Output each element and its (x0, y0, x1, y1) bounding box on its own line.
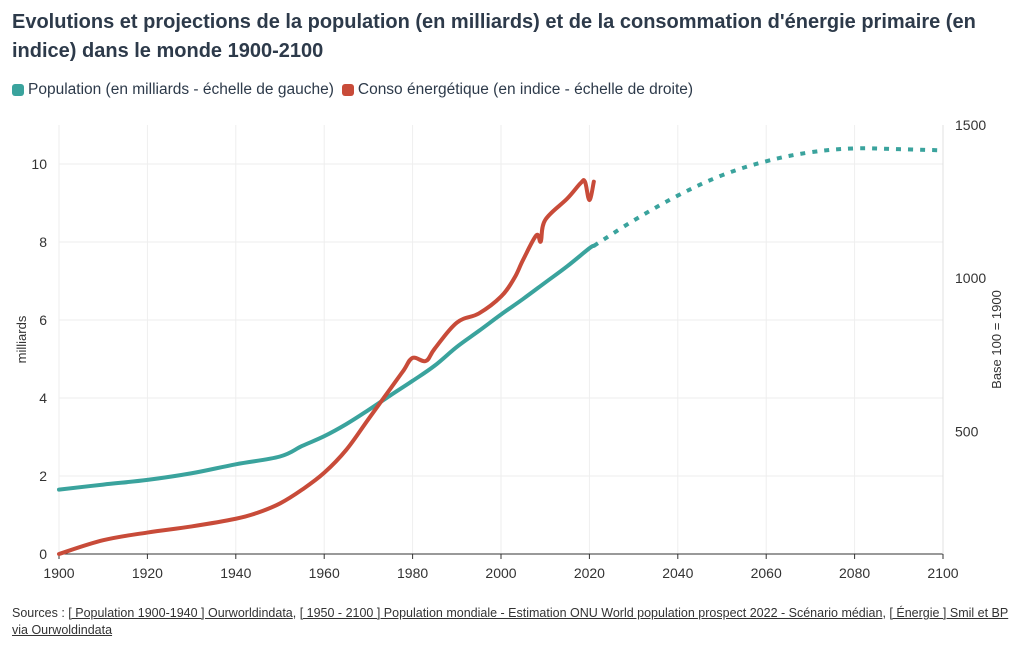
series-group (57, 146, 944, 556)
grid (58, 125, 944, 555)
chart-title: Evolutions et projections de la populati… (12, 11, 976, 62)
x-tick-label: 2040 (662, 565, 693, 581)
y-left-tick-label: 8 (39, 234, 47, 250)
sources-separator: , (882, 606, 890, 620)
x-tick-label: 2020 (574, 565, 605, 581)
x-tick-label: 2080 (839, 565, 870, 581)
axes (58, 125, 944, 559)
y-left-tick-label: 6 (39, 312, 47, 328)
y-right-axis-title: Base 100 = 1900 (989, 290, 1004, 389)
legend-label-population: Population (en milliards - échelle de ga… (28, 81, 334, 98)
y-right-tick-label: 500 (955, 423, 979, 439)
y-left-tick-label: 10 (31, 156, 47, 172)
sources-separator: , (292, 606, 300, 620)
x-tick-label: 1940 (220, 565, 251, 581)
chart-area: 1900 1920 1940 1960 1980 2000 2020 2040 2060 2080… (14, 117, 1004, 581)
source-link-population-onu[interactable]: [ 1950 - 2100 ] Population mondiale - Es… (299, 606, 883, 620)
sources-prefix: Sources : (12, 606, 69, 620)
x-tick-label: 1920 (132, 565, 163, 581)
y-left-tick-label: 4 (39, 390, 47, 406)
y-right-tick-label: 1000 (955, 270, 986, 286)
y-right-tick-label: 1500 (955, 117, 986, 133)
legend-item-population[interactable]: Population (en milliards - échelle de ga… (12, 81, 334, 99)
legend-swatch-population (12, 84, 24, 96)
source-link-population-1900-1940[interactable]: [ Population 1900-1940 ] Ourworldindata (68, 606, 293, 620)
y-left-tick-label: 0 (39, 546, 47, 562)
x-tick-label: 2100 (927, 565, 958, 581)
y-left-axis-title: milliards (14, 315, 29, 363)
legend-item-energie[interactable]: Conso énergétique (en indice - échelle d… (341, 81, 694, 99)
x-tick-label: 1960 (309, 565, 340, 581)
x-tick-label: 2000 (485, 565, 516, 581)
tick-labels: 1900 1920 1940 1960 1980 2000 2020 2040 2060 2080… (14, 117, 1004, 581)
series-line-population (57, 243, 596, 492)
series-line-population-projection (592, 146, 944, 248)
legend-swatch-energie (341, 84, 354, 96)
y-left-tick-label: 2 (39, 468, 47, 484)
legend-label-energie: Conso énergétique (en indice - échelle d… (357, 81, 694, 98)
x-tick-label: 2060 (751, 565, 782, 581)
legend: Population (en milliards - échelle de ga… (12, 79, 701, 101)
sources-note: Sources : [ Population 1900-1940 ] Ourwo… (12, 605, 1012, 639)
series-line-energie (57, 178, 596, 556)
source-link-energie[interactable]: [ Énergie ] Smil et BP via Ourwoldindata (12, 606, 1009, 637)
x-tick-label: 1900 (43, 565, 74, 581)
x-tick-label: 1980 (397, 565, 428, 581)
